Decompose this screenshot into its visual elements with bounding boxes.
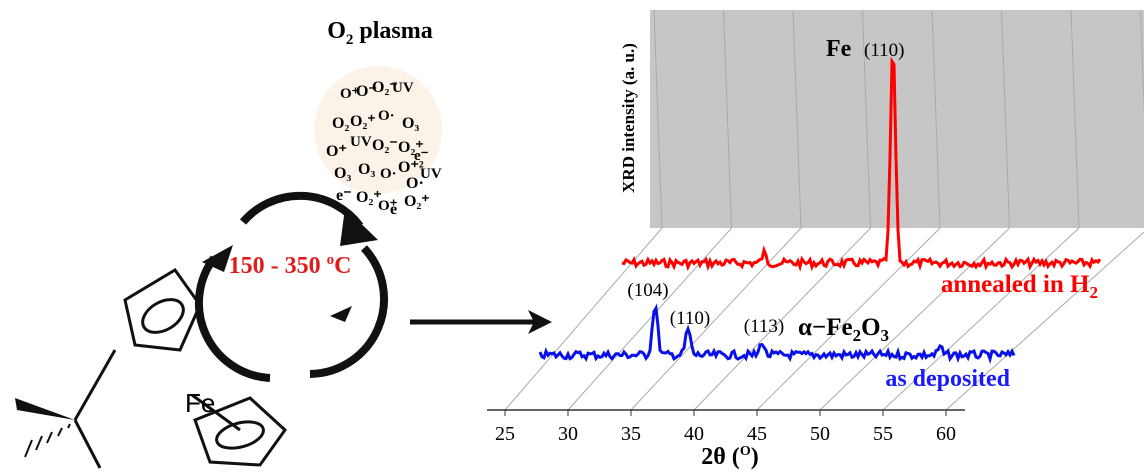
x-tick-label: 55 [873,423,893,445]
ferrocene [73,268,287,469]
species: UV [350,134,372,150]
x-label: 2θ (O) [701,444,758,470]
x-tick-label: 35 [621,423,641,445]
temperature: 150 - 350 oC [229,252,352,279]
panel-line [792,9,802,229]
arrowhead [202,245,233,272]
species: O₃ [358,161,375,178]
species: O· [378,108,395,124]
metal-label: Fe [185,388,215,418]
fe-label: Fe [826,36,852,62]
panel-line [653,9,663,229]
x-tick-label: 50 [810,423,830,445]
species: O₂⁻ [372,79,398,96]
species: O₂⁺ [356,189,382,206]
species: O⁺ [378,198,398,214]
peak-label: (113) [744,316,784,337]
species: UV [420,166,442,182]
species: O⁺ [340,86,360,102]
deposited-label: as deposited [885,366,1010,392]
peak-label: (110) [670,308,710,329]
panel-line [723,9,732,229]
phase-label: α−Fe2O3 [798,314,889,345]
back-panel [650,10,1144,228]
x-tick-label: 30 [558,423,578,445]
species: O₂⁺ [398,139,424,156]
species: O· [406,175,424,192]
plasma-circle [314,66,442,194]
arrowhead [340,208,378,246]
arrowhead [330,306,352,322]
x-tick-label: 60 [936,423,956,445]
x-ticks: 25 30 35 40 45 50 55 60 [495,423,956,445]
floor-line [819,227,1010,411]
fe-peak: (110) [864,40,904,61]
floor-line [630,227,802,411]
wedge [15,398,75,420]
floor-line [567,227,732,411]
floor-line [756,227,941,411]
species: O₂⁺ [404,193,430,210]
species: e⁻ [336,187,352,204]
species: O⁺ [326,143,347,160]
annealed-label: annealed in H2 [941,271,1098,302]
species: e [390,201,397,218]
x-tick-label: 40 [684,423,704,445]
plasma-title: O2 plasma [327,18,433,48]
floor-line [504,227,663,411]
panel-line [931,9,941,229]
species: O₃ [402,115,419,132]
species: O⁺² [398,159,424,176]
species: O⁻ [356,83,377,100]
floor-line [945,231,1144,411]
x-tick-label: 25 [495,423,515,445]
panel-line [1070,9,1080,229]
species: O₂⁺ [350,113,376,130]
panel-line [1001,9,1010,229]
species: O· [380,166,397,182]
species: O₂ [332,115,349,132]
y-label: XRD intensity (a. u.) [619,43,638,193]
species: O₃ [334,165,351,182]
panel-line [862,9,871,229]
floor-grid [504,9,1144,416]
species: UV [392,80,414,96]
deposited-curve [538,303,1016,365]
panel-line [1140,9,1144,120]
annealed-curve [621,56,1102,272]
hash-bond [24,423,71,458]
peak-label: (104) [627,280,668,301]
x-tick-label: 45 [747,423,767,445]
arrowhead [528,310,552,334]
floor-line [693,227,871,411]
species: O₂⁻ [372,137,398,154]
species: e⁻ [414,148,429,164]
